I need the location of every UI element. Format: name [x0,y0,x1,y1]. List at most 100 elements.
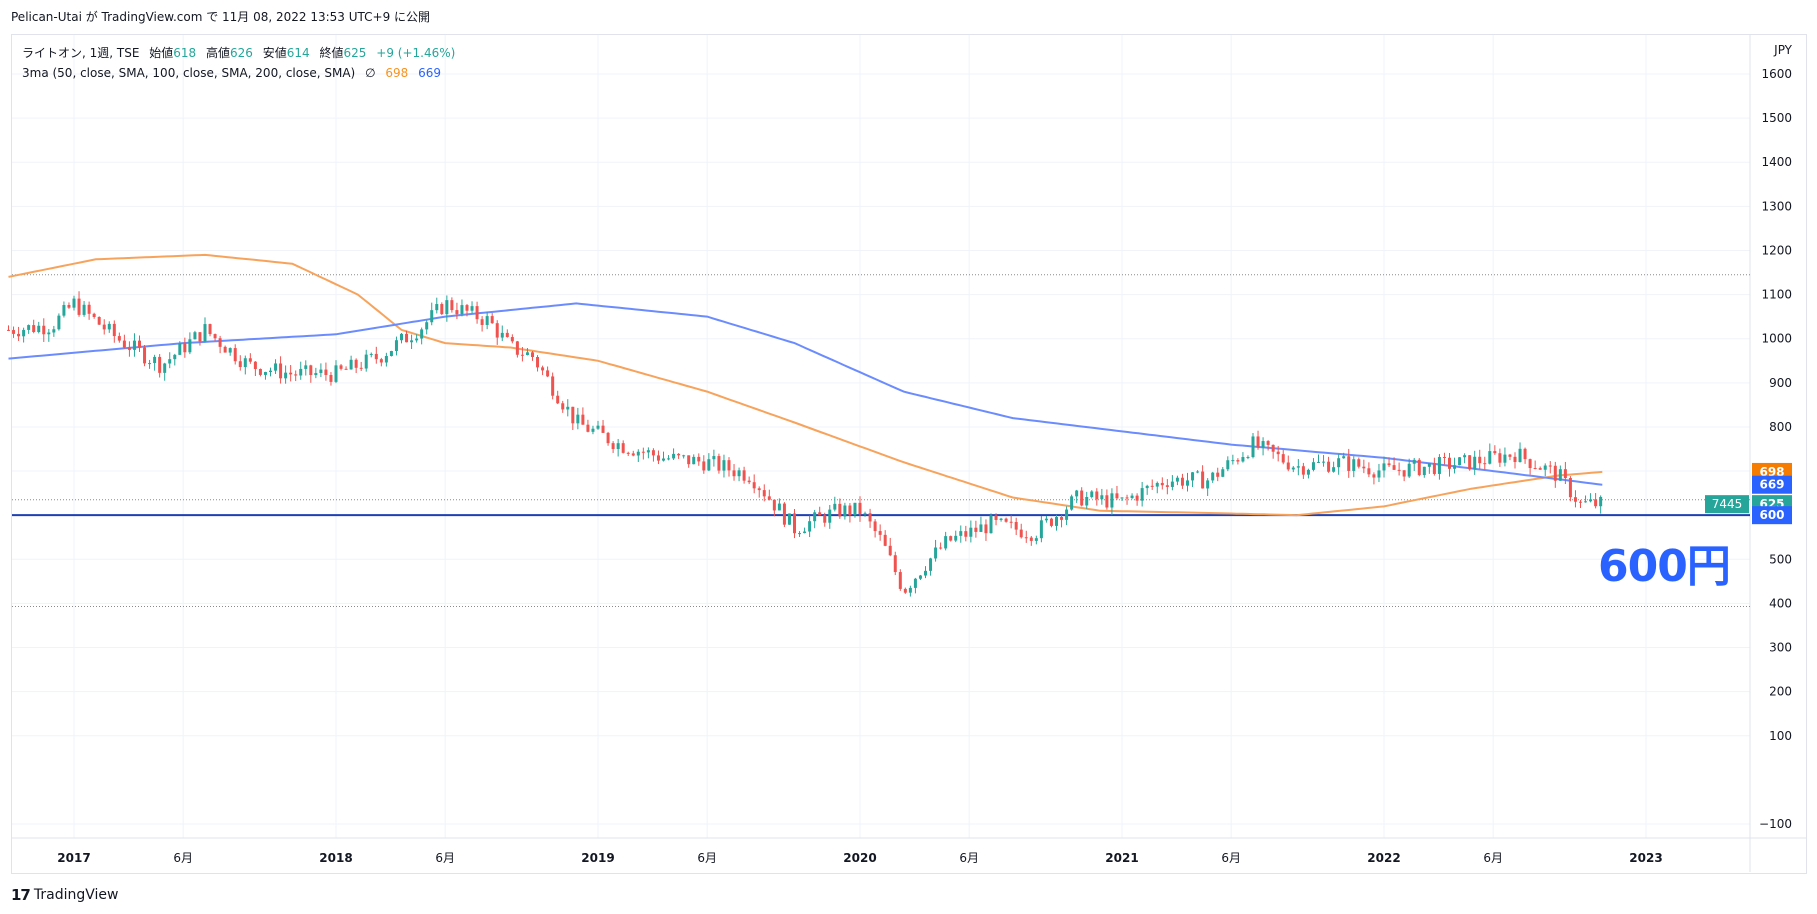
tradingview-logo-icon[interactable]: 17 [11,886,31,904]
candle-body [1322,461,1326,463]
high-value: 626 [230,46,253,60]
candle-body [284,372,288,379]
candle-body [863,513,867,515]
candle-body [17,333,21,337]
y-tick-label: 400 [1769,596,1792,610]
candle-body [1599,496,1603,507]
candle-body [1160,482,1164,486]
low-label: 安値 [262,46,287,60]
indicator-legend-row[interactable]: 3ma (50, close, SMA, 100, close, SMA, 20… [22,63,455,83]
candle-body [410,340,414,343]
candle-body [67,305,71,308]
candle-body [677,453,681,456]
candle-body [1029,537,1033,541]
candle-body [1402,470,1406,477]
y-tick-label: 1600 [1761,67,1792,81]
candle-body [1422,466,1426,476]
candle-body [626,452,630,454]
candle-body [1478,456,1482,464]
candle-body [248,358,252,362]
candle-body [1261,441,1265,448]
candle-body [793,513,796,534]
candle-body [646,450,650,453]
candle-body [848,505,852,516]
candle-body [1070,496,1074,510]
candle-body [1019,529,1023,538]
sma100-line [8,253,1603,517]
brand-name[interactable]: TradingView [33,887,119,903]
candle-body [1563,469,1567,479]
candle-body [445,300,449,315]
high-label: 高値 [206,46,231,60]
candle-body [455,310,459,315]
candle-body [1584,501,1588,503]
candle-body [112,323,116,337]
candle-body [1568,478,1572,498]
candle-body [868,513,872,522]
candle-body [1165,485,1169,487]
candle-body [1367,468,1371,475]
candle-body [888,545,892,556]
candle-body [989,515,993,534]
candle-body [1332,467,1336,472]
candle-body [1483,463,1487,465]
candle-body [1382,463,1386,471]
candle-body [1075,490,1079,497]
currency-label: JPY [1773,43,1793,57]
candle-body [1357,459,1361,467]
candle-body [1120,497,1124,499]
countdown-tag-bg [1705,495,1749,514]
candle-body [1065,509,1069,520]
y-tick-label: −100 [1759,817,1792,831]
candle-body [833,503,837,510]
candle-body [969,527,973,537]
candle-body [808,521,812,532]
candle-body [1548,465,1552,467]
candle-body [47,332,51,335]
candle-body [616,443,620,450]
candle-body [1513,456,1517,463]
candle-body [435,304,439,311]
candle-body [1115,493,1119,499]
candle-body [374,353,378,360]
candle-body [72,298,76,308]
candle-body [52,329,56,333]
candle-body [621,443,625,453]
candle-body [37,325,41,333]
candle-body [87,304,91,314]
candle-body [1155,482,1159,487]
candle-body [1589,499,1593,502]
candle-body [944,536,948,549]
candle-body [994,515,998,520]
candle-body [339,365,343,369]
candle-body [1301,466,1305,475]
close-value: 625 [343,46,367,60]
candle-body [77,298,81,315]
price-tag-bg [1752,506,1792,525]
indicator-symbol: ∅ [365,66,376,80]
candle-body [314,373,318,376]
candle-body [1533,468,1537,470]
candle-body [1060,516,1064,520]
candle-body [203,324,207,342]
candle-body [873,521,877,532]
candle-body [672,453,676,459]
candle-body [979,524,983,532]
candle-body [1191,472,1195,481]
change-value: +9 (+1.46%) [376,46,456,60]
candle-body [601,425,605,433]
candle-body [143,347,147,364]
candle-body [22,329,26,337]
candle-body [1493,451,1497,454]
symbol-legend-row[interactable]: ライトオン, 1週, TSE 始値618 高値626 安値614 終値625 +… [22,43,455,63]
candle-body [757,488,761,491]
candle-body [1473,456,1477,470]
candle-body [243,358,247,368]
candle-body [324,369,328,375]
candle-body [173,354,177,360]
candle-body [132,340,136,350]
candle-body [1508,454,1512,457]
candle-body [344,368,348,370]
candle-body [274,363,278,371]
